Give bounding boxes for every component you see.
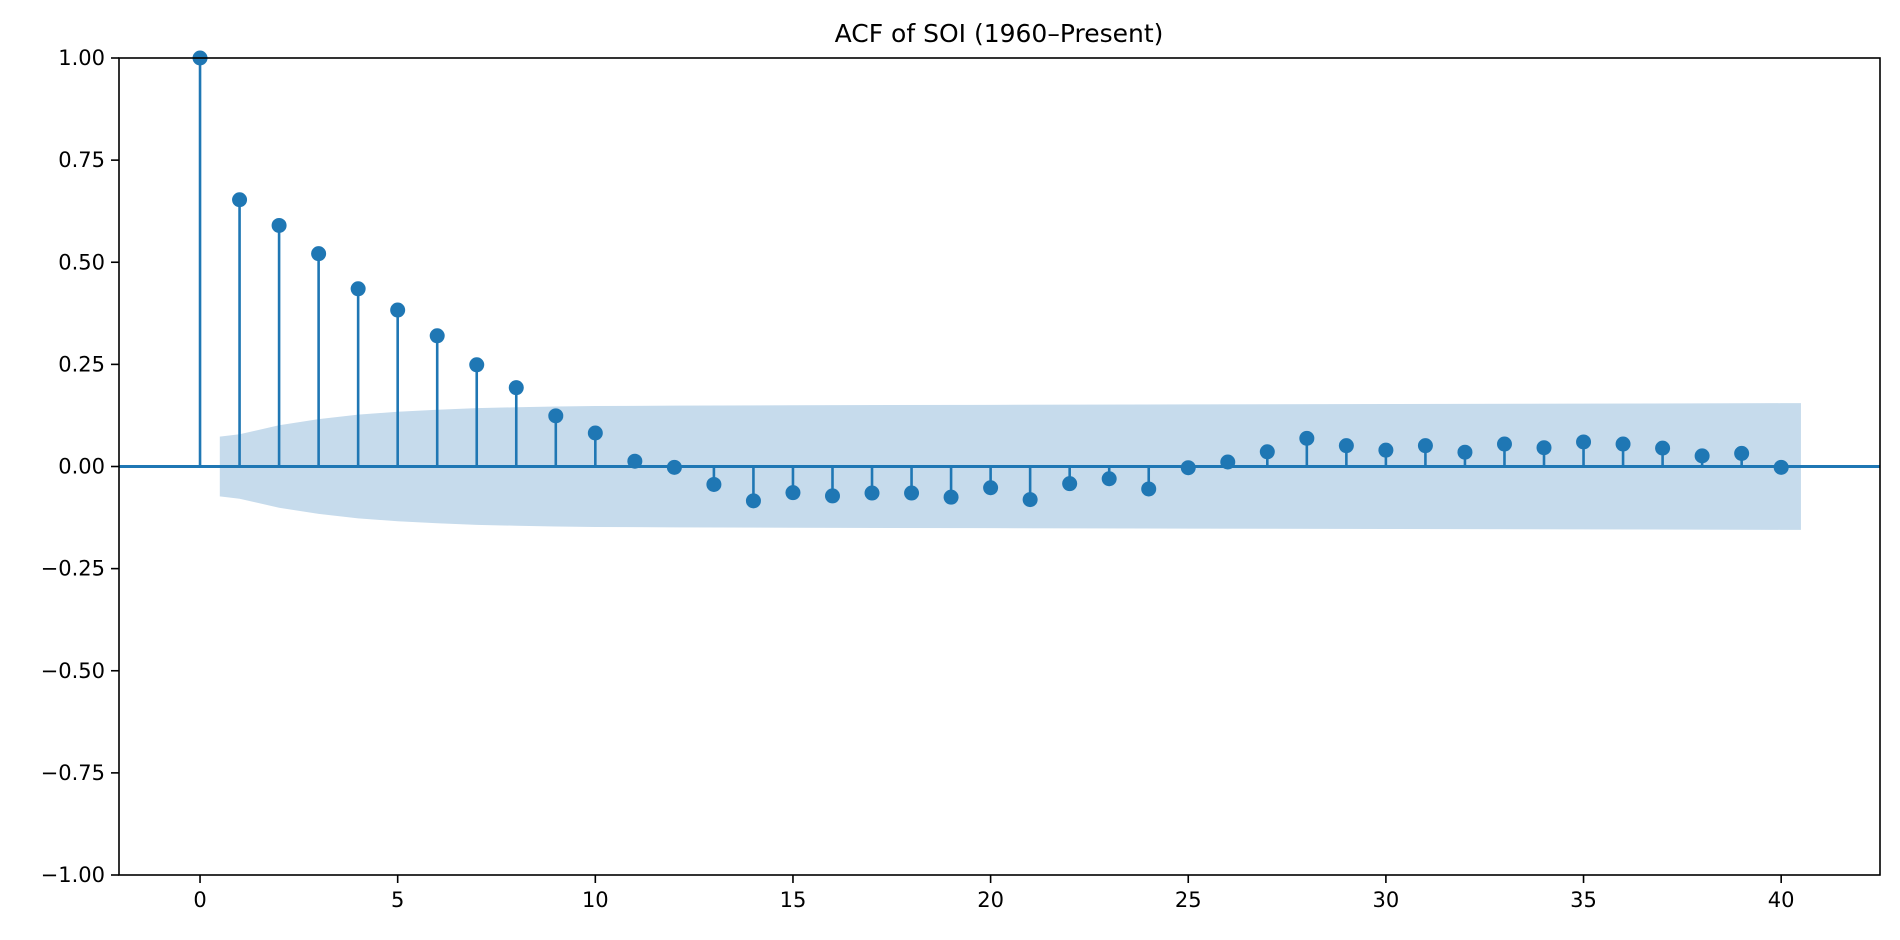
stem-marker bbox=[1101, 471, 1117, 487]
x-tick-label: 20 bbox=[977, 888, 1004, 912]
y-tick-label: 0.00 bbox=[58, 455, 105, 479]
stem-marker bbox=[745, 493, 761, 509]
stem-marker bbox=[1615, 436, 1631, 452]
x-tick-label: 5 bbox=[391, 888, 404, 912]
stem-marker bbox=[943, 489, 959, 505]
stem-marker bbox=[1299, 430, 1315, 446]
stem-marker bbox=[508, 380, 524, 396]
stem-marker bbox=[232, 192, 248, 208]
stem-marker bbox=[1022, 492, 1038, 508]
stem-marker bbox=[824, 488, 840, 504]
stem-marker bbox=[350, 281, 366, 297]
x-tick-label: 10 bbox=[582, 888, 609, 912]
stem-marker bbox=[706, 476, 722, 492]
stem-marker bbox=[1496, 436, 1512, 452]
stem-marker bbox=[1180, 460, 1196, 476]
stem-marker bbox=[271, 217, 287, 233]
stem-marker bbox=[1220, 454, 1236, 470]
stem-layer bbox=[119, 50, 1880, 509]
x-tick-label: 0 bbox=[193, 888, 206, 912]
stem-marker bbox=[1457, 444, 1473, 460]
stem-marker bbox=[1773, 459, 1789, 475]
stem-marker bbox=[469, 357, 485, 373]
stem-marker bbox=[1694, 448, 1710, 464]
stem-marker bbox=[1378, 442, 1394, 458]
stem-marker bbox=[1536, 440, 1552, 456]
x-tick-label: 30 bbox=[1373, 888, 1400, 912]
axes: 1.00 0.75 0.50 0.25 0.00 −0.25 −0.50 −0.75 −1.00… bbox=[41, 46, 1881, 912]
stem-marker bbox=[1062, 476, 1078, 492]
stem-marker bbox=[587, 425, 603, 441]
x-tick-label: 40 bbox=[1768, 888, 1795, 912]
stem-marker bbox=[311, 246, 327, 262]
stem-marker bbox=[983, 480, 999, 496]
stem-marker bbox=[904, 485, 920, 501]
stem-marker bbox=[1141, 481, 1157, 497]
y-tick-label: −0.75 bbox=[41, 761, 105, 785]
x-tick-label: 25 bbox=[1175, 888, 1202, 912]
stem-marker bbox=[1338, 438, 1354, 454]
y-tick-label: 0.25 bbox=[58, 352, 105, 376]
y-tick-label: −1.00 bbox=[41, 863, 105, 887]
x-tick-label: 15 bbox=[780, 888, 807, 912]
stem-marker bbox=[1734, 445, 1750, 461]
stem-marker bbox=[390, 302, 406, 318]
stem-marker bbox=[429, 328, 445, 344]
y-tick-label: −0.25 bbox=[41, 557, 105, 581]
stem-marker bbox=[666, 459, 682, 475]
x-tick-label: 35 bbox=[1570, 888, 1597, 912]
stem-marker bbox=[1259, 444, 1275, 460]
stem-marker bbox=[548, 408, 564, 424]
y-tick-label: 0.50 bbox=[58, 250, 105, 274]
chart-title: ACF of SOI (1960–Present) bbox=[835, 19, 1164, 48]
y-tick-label: −0.50 bbox=[41, 659, 105, 683]
stem-marker bbox=[1655, 440, 1671, 456]
stem-marker bbox=[864, 485, 880, 501]
stem-marker bbox=[785, 485, 801, 501]
y-tick-label: 1.00 bbox=[58, 46, 105, 70]
stem-marker bbox=[627, 453, 643, 469]
y-tick-label: 0.75 bbox=[58, 148, 105, 172]
stem-marker bbox=[1417, 438, 1433, 454]
stem-marker bbox=[1576, 434, 1592, 450]
